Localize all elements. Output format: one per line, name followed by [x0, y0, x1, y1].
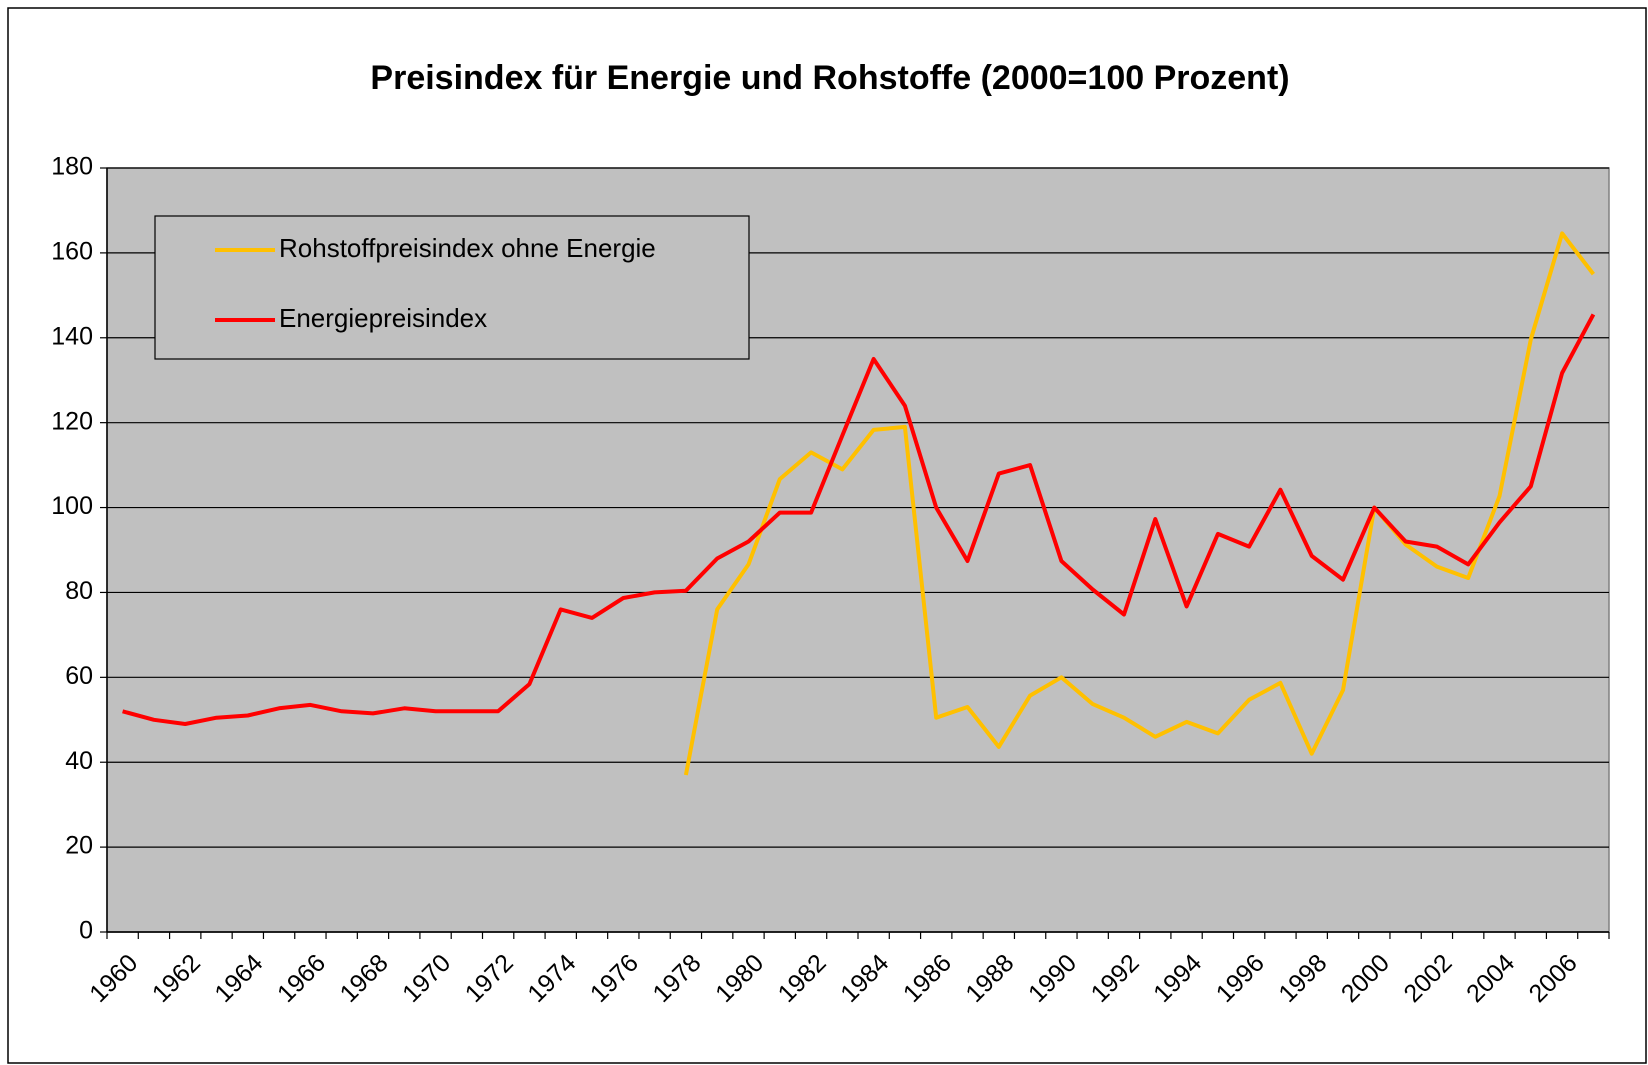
y-tick-label: 80 [65, 577, 93, 605]
legend-label: Rohstoffpreisindex ohne Energie [279, 233, 656, 263]
series-line [122, 313, 1596, 726]
legend-label: Energiepreisindex [279, 303, 487, 333]
y-tick-label: 0 [79, 917, 93, 945]
y-tick-label: 20 [65, 832, 93, 860]
y-tick-label: 60 [65, 662, 93, 690]
y-tick-label: 160 [51, 237, 93, 265]
legend-box [154, 215, 750, 360]
y-tick-label: 140 [51, 322, 93, 350]
series-line [683, 231, 1595, 776]
y-tick-label: 180 [51, 153, 93, 181]
y-tick-label: 120 [51, 407, 93, 435]
y-tick-label: 40 [65, 747, 93, 775]
chart-title: Preisindex für Energie und Rohstoffe (20… [370, 59, 1289, 97]
y-tick-label: 100 [51, 492, 93, 520]
